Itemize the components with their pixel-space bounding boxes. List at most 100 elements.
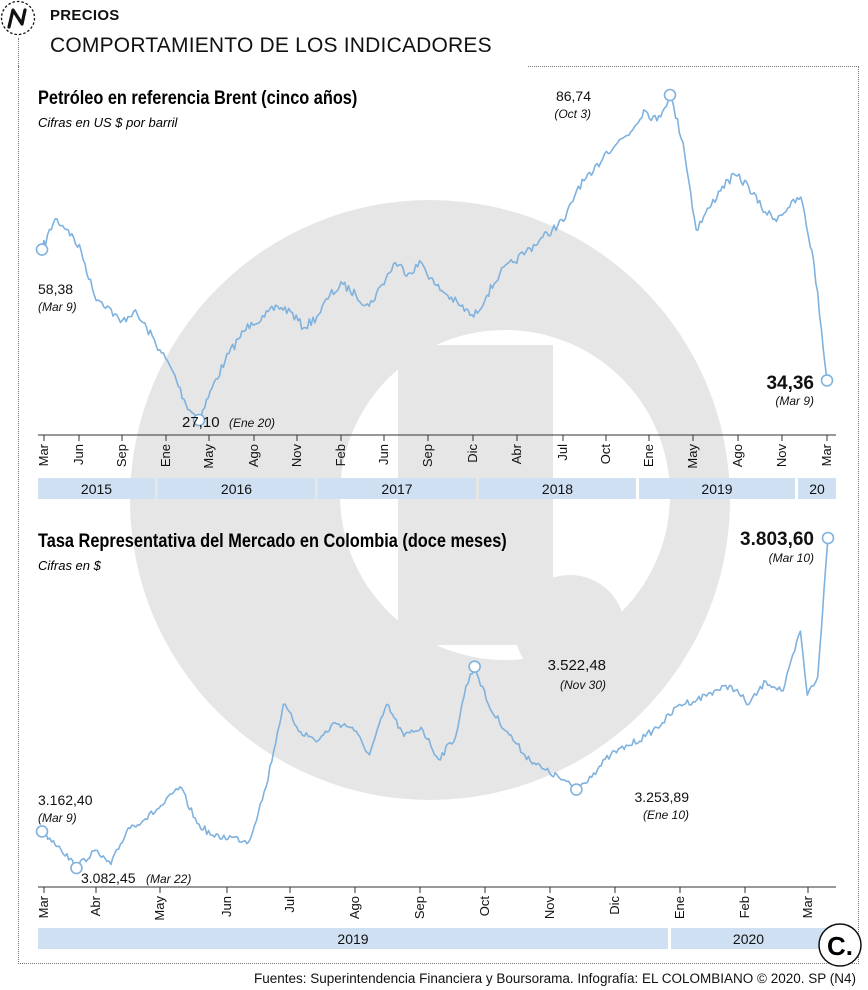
x-tick-label: Ago [246,444,261,467]
chart1-year-bands: 2015 2016 2017 2018 2019 20 [38,478,836,499]
trm-high-marker [468,660,481,673]
x-tick-label: Ene [672,896,687,919]
frame-left-notch [18,38,19,66]
section-label: PRECIOS [50,7,120,24]
x-tick-label: Oct [598,444,613,465]
brent-max-marker [663,88,677,102]
x-tick-label: Feb [737,896,752,918]
x-tick-label: May [152,896,167,921]
x-tick-label: Jun [219,896,234,917]
trm-start-date: (Mar 9) [38,811,77,825]
svg-text:C.: C. [827,931,853,961]
brent-min-date: (Ene 20) [229,416,275,430]
year-label: 2018 [542,481,573,497]
year-band [38,478,155,499]
trm-end-value: 3.803,60 [740,529,814,550]
year-band [639,478,795,499]
brent-start-date: (Mar 9) [38,300,77,314]
x-tick-label: Ene [641,444,656,467]
x-tick-label: Mar [819,443,834,466]
brent-end-marker [820,374,834,387]
trm-min-value: 3.082,45 [81,870,136,886]
trm-end-date: (Mar 10) [769,551,814,565]
x-tick-label: Feb [333,444,348,466]
x-tick-label: Nov [774,444,789,468]
year-label: 2017 [381,481,412,497]
x-tick-label: Mar [36,443,51,466]
brent-start-value: 58,38 [38,281,73,297]
brent-max-value: 86,74 [556,88,591,104]
x-tick-label: May [685,444,700,469]
frame-top-rule [528,66,859,67]
x-tick-label: Jun [71,444,86,465]
x-tick-label: Sep [420,444,435,467]
brent-min-value: 27,10 [182,414,220,431]
year-label: 20 [809,481,825,497]
trm-end-marker [821,531,835,545]
year-label: 2015 [81,481,112,497]
x-tick-label: Ene [158,444,173,467]
year-band [38,928,668,949]
x-tick-label: Nov [542,896,557,920]
brent-max-date: (Oct 3) [554,107,591,121]
brent-min-marker [192,413,206,427]
chart2-series [41,537,829,871]
year-band [671,928,826,949]
x-tick-label: Jul [555,444,570,461]
source-credit: Fuentes: Superintendencia Financiera y B… [254,971,856,986]
chart1-subtitle: Cifras en US $ por barril [38,115,179,130]
x-tick-label: Ago [730,444,745,467]
x-tick-label: Jul [282,896,297,913]
x-tick-label: Ago [347,896,362,919]
year-label: 2020 [733,931,764,947]
trm-start-value: 3.162,40 [38,792,93,808]
x-tick-label: Oct [477,896,492,917]
brent-end-value: 34,36 [766,373,814,394]
x-tick-label: Nov [289,444,304,468]
chart2-annotations: 3.162,40 (Mar 9) 3.082,45 (Mar 22) 3.522,48 (… [35,529,835,886]
year-label: 2019 [337,931,368,947]
trm-min-date: (Mar 22) [146,872,191,886]
chart2-x-ticks: Mar Abr May Jun Jul Ago Sep Oct Nov Dic Ene Feb Mar [36,887,815,921]
page-title: COMPORTAMIENTO DE LOS INDICADORES [50,34,492,57]
x-tick-label: Sep [412,896,427,919]
x-tick-label: Dic [607,896,622,915]
trm-start-marker [35,825,49,838]
year-label: 2019 [701,481,732,497]
x-tick-label: Sep [114,444,129,467]
x-tick-label: Abr [509,443,524,464]
brent-start-marker [35,243,49,256]
chart2-title: Tasa Representativa del Mercado en Colom… [38,530,507,551]
watermark-logo [130,200,730,800]
trm-high-value: 3.522,48 [548,657,606,674]
x-tick-label: Abr [88,895,103,916]
chart1-x-ticks: Mar Jun Sep Ene May Ago Nov Feb Jun Sep Dic Abr Jul O… [36,435,834,469]
year-band [318,478,476,499]
chart1-series [41,94,828,421]
el-colombiano-badge-icon: C. [818,923,862,967]
trm-min-marker [70,861,83,875]
year-label: 2016 [221,481,252,497]
content-frame [18,66,859,964]
trm-low-marker [570,783,583,796]
chart1-annotations: 58,38 (Mar 9) 27,10 (Ene 20) 86,74 (Oct 3) 34,… [35,88,834,431]
year-band [479,478,636,499]
chart1-title: Petróleo en referencia Brent (cinco años… [38,87,357,108]
trm-low-value: 3.253,89 [635,789,690,805]
brent-line [41,94,828,421]
x-tick-label: Mar [800,895,815,918]
el-colombiano-n-logo-icon [0,0,36,36]
x-tick-label: Dic [465,444,480,463]
trm-high-date: (Nov 30) [560,678,606,692]
brent-end-date: (Mar 9) [775,394,814,408]
x-tick-label: Mar [36,895,51,918]
year-band [158,478,315,499]
trm-line [41,537,829,871]
x-tick-label: May [201,444,216,469]
chart2-subtitle: Cifras en $ [38,558,102,573]
x-tick-label: Jun [376,444,391,465]
year-band [798,478,836,499]
chart2-year-bands: 2019 2020 [38,928,826,949]
trm-low-date: (Ene 10) [643,808,689,822]
